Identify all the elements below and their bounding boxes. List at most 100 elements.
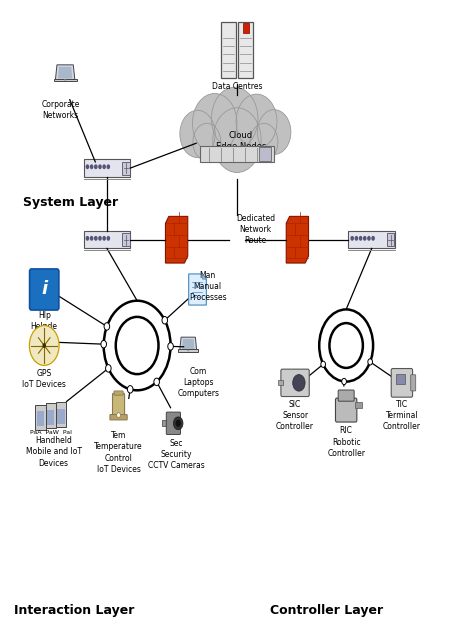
Circle shape [350,236,354,241]
Text: Cloud
Edge Nodes: Cloud Edge Nodes [216,131,266,151]
FancyBboxPatch shape [122,233,130,246]
FancyBboxPatch shape [336,398,357,422]
FancyBboxPatch shape [338,390,354,401]
Circle shape [117,413,120,418]
Text: Tem
Temperature
Control
IoT Devices: Tem Temperature Control IoT Devices [94,431,143,474]
Circle shape [101,340,107,348]
FancyBboxPatch shape [356,401,362,408]
Polygon shape [180,337,197,351]
Circle shape [102,164,106,169]
Circle shape [213,108,261,173]
FancyBboxPatch shape [238,22,253,78]
Circle shape [98,164,102,169]
Polygon shape [58,67,72,79]
Text: Sec
Security
CCTV Cameras: Sec Security CCTV Cameras [148,439,205,470]
Circle shape [43,343,46,348]
Circle shape [367,236,371,241]
Text: TIC
Terminal
Controller: TIC Terminal Controller [383,400,421,431]
FancyBboxPatch shape [122,161,130,175]
FancyBboxPatch shape [348,231,395,248]
FancyBboxPatch shape [84,159,130,177]
Circle shape [90,236,93,241]
FancyBboxPatch shape [47,410,55,425]
FancyBboxPatch shape [221,22,236,78]
Circle shape [355,236,358,241]
Circle shape [116,317,158,374]
Circle shape [86,164,89,169]
Polygon shape [182,339,194,349]
Circle shape [371,236,375,241]
Text: GPS
IoT Devices: GPS IoT Devices [22,369,66,389]
Circle shape [107,164,110,169]
Text: Corporate
Networks: Corporate Networks [41,100,80,120]
Polygon shape [55,65,75,80]
Circle shape [319,309,373,382]
Circle shape [250,123,278,161]
Circle shape [329,323,363,368]
Text: Handheld
Mobile and IoT
Devices: Handheld Mobile and IoT Devices [26,436,82,467]
Circle shape [154,378,159,385]
Circle shape [102,236,106,241]
FancyBboxPatch shape [200,146,274,162]
Circle shape [86,236,89,241]
Circle shape [104,323,109,330]
Circle shape [180,110,215,157]
Text: Com
Laptops
Computers: Com Laptops Computers [177,367,219,399]
Circle shape [29,326,59,365]
Text: Data Centres: Data Centres [212,83,262,91]
Circle shape [90,164,93,169]
Circle shape [175,420,181,427]
Text: PaA  PaW  Pal: PaA PaW Pal [30,430,72,435]
FancyBboxPatch shape [29,269,59,310]
Circle shape [173,417,183,430]
Text: Man
Manual
Processes: Man Manual Processes [189,271,227,302]
FancyBboxPatch shape [281,369,309,396]
Text: SIC
Sensor
Controller: SIC Sensor Controller [276,400,314,431]
Text: Hlp
Helpde
sk
Tools: Hlp Helpde sk Tools [31,311,58,354]
Text: i: i [41,280,47,298]
FancyBboxPatch shape [110,415,127,420]
Circle shape [162,316,167,324]
Circle shape [193,123,221,161]
Circle shape [368,359,373,365]
FancyBboxPatch shape [243,23,249,33]
Polygon shape [286,217,309,263]
FancyBboxPatch shape [36,404,46,429]
Circle shape [168,343,173,350]
Circle shape [64,79,66,81]
Circle shape [192,93,237,153]
Circle shape [98,236,102,241]
Text: Controller Layer: Controller Layer [270,604,383,617]
FancyBboxPatch shape [178,349,198,352]
FancyBboxPatch shape [54,79,77,81]
Circle shape [128,385,133,393]
FancyBboxPatch shape [278,380,283,385]
Circle shape [321,361,326,368]
Circle shape [94,236,98,241]
Circle shape [104,301,171,391]
FancyBboxPatch shape [162,420,167,426]
Text: Dedicated
Network
Route: Dedicated Network Route [236,213,275,244]
FancyBboxPatch shape [114,391,123,395]
Polygon shape [165,217,188,263]
FancyBboxPatch shape [259,147,272,161]
Polygon shape [189,274,206,305]
FancyBboxPatch shape [166,412,181,434]
FancyBboxPatch shape [57,408,64,424]
FancyBboxPatch shape [396,373,405,384]
Text: System Layer: System Layer [23,196,118,209]
FancyBboxPatch shape [56,402,66,427]
Polygon shape [202,274,206,279]
Circle shape [94,164,98,169]
FancyBboxPatch shape [112,393,125,418]
Circle shape [188,350,189,352]
Circle shape [211,87,258,149]
FancyBboxPatch shape [84,231,130,248]
Text: Interaction Layer: Interaction Layer [14,604,135,617]
Circle shape [359,236,363,241]
Circle shape [257,110,291,154]
Circle shape [107,236,110,241]
FancyBboxPatch shape [391,368,412,397]
FancyBboxPatch shape [411,375,416,391]
FancyBboxPatch shape [46,403,56,428]
